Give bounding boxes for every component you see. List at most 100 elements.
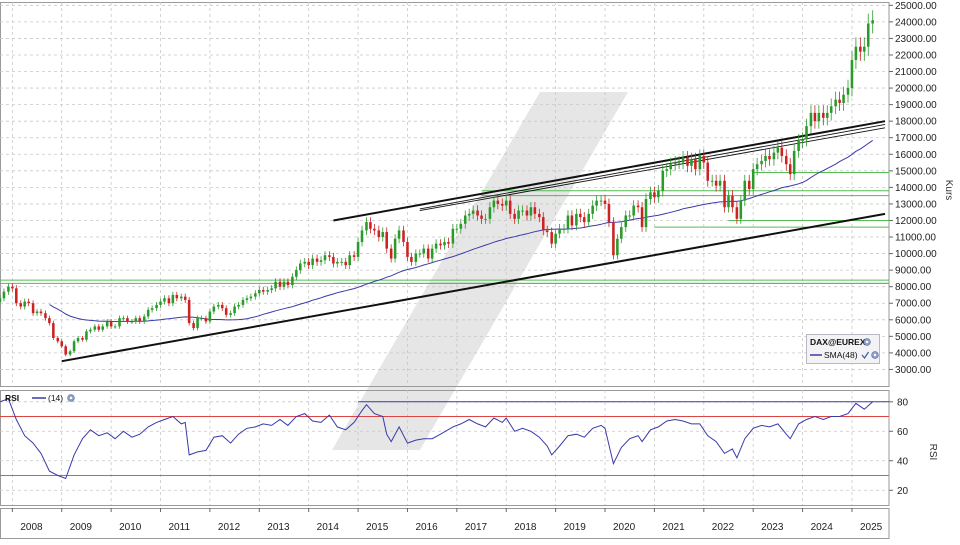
gear-icon[interactable] <box>863 338 871 346</box>
candle-body <box>319 260 323 262</box>
candle-body <box>2 291 6 299</box>
legend-indicator: SMA(48) <box>824 350 858 360</box>
candle-body <box>542 217 545 231</box>
candle-body <box>258 290 261 294</box>
candle-body <box>603 200 607 204</box>
candle-body <box>694 159 697 170</box>
candle-body <box>755 164 759 170</box>
candle-body <box>344 261 347 266</box>
legend: DAX@EUREX SMA(48) <box>806 334 880 364</box>
price-tick-label: 16000.00 <box>895 150 937 161</box>
rsi-line <box>0 398 874 480</box>
candle-body <box>360 230 364 242</box>
candle-body <box>118 318 121 327</box>
candle-body <box>15 288 18 304</box>
candle-body <box>11 286 14 289</box>
x-tick-label: 2013 <box>267 522 290 533</box>
trendline <box>61 212 886 363</box>
legend-symbol: DAX@EUREX <box>810 337 866 347</box>
candle-body <box>476 210 479 216</box>
candle-body <box>686 157 689 166</box>
candle-body <box>484 218 487 220</box>
x-tick-label: 2014 <box>317 522 340 533</box>
candle-body <box>48 318 51 324</box>
candle-body <box>307 261 310 266</box>
candle-body <box>747 180 751 190</box>
candle-body <box>550 232 553 244</box>
candle-body <box>751 169 755 190</box>
candle-body <box>76 338 80 342</box>
candle-body <box>706 162 710 181</box>
price-tick-label: 8000.00 <box>895 282 932 293</box>
candle-body <box>146 309 150 317</box>
gear-icon[interactable] <box>67 394 75 402</box>
candle-body <box>196 318 199 329</box>
candle-body <box>813 112 817 122</box>
candle-body <box>525 210 529 216</box>
price-tick-label: 10000.00 <box>895 249 937 260</box>
candle-body <box>508 200 512 214</box>
candle-body <box>850 59 854 89</box>
x-tick-label: 2017 <box>465 522 488 533</box>
candle-body <box>389 248 393 259</box>
candle-body <box>863 46 866 52</box>
candle-body <box>545 230 549 233</box>
x-tick-label: 2016 <box>415 522 438 533</box>
candle-body <box>595 200 598 206</box>
candle-body <box>85 331 88 340</box>
candle-body <box>97 326 101 330</box>
price-tick-label: 12000.00 <box>895 216 937 227</box>
candle-body <box>817 112 821 122</box>
price-tick-label: 13000.00 <box>895 199 937 210</box>
candle-body <box>229 313 232 315</box>
x-tick-label: 2008 <box>20 522 43 533</box>
candle-body <box>723 180 726 208</box>
checkmark-icon[interactable] <box>861 351 869 360</box>
candle-body <box>282 281 286 287</box>
candle-body <box>599 200 603 202</box>
price-tick-label: 5000.00 <box>895 332 932 343</box>
candle-body <box>130 321 134 323</box>
rsi-panel-frame <box>0 390 890 506</box>
candle-body <box>64 346 67 355</box>
candle-body <box>644 198 648 228</box>
candle-body <box>455 228 459 230</box>
price-tick-label: 17000.00 <box>895 133 937 144</box>
price-tick-label: 3000.00 <box>895 365 932 376</box>
candle-body <box>698 155 702 170</box>
candle-body <box>336 261 339 264</box>
candle-body <box>430 248 434 259</box>
candle-body <box>393 238 397 259</box>
price-panel: 3000.00 4000.00 5000.00 6000.00 7000.00 8000.… <box>0 1 954 387</box>
x-tick-label: 2018 <box>514 522 537 533</box>
candle-body <box>612 222 615 256</box>
candle-body <box>451 228 455 244</box>
candle-body <box>23 301 26 307</box>
candle-body <box>562 228 566 230</box>
candle-body <box>838 99 841 103</box>
candle-body <box>710 180 714 182</box>
sma-line <box>49 139 873 323</box>
candle-body <box>142 316 146 322</box>
candle-body <box>261 290 265 292</box>
rsi-levels <box>0 401 889 477</box>
candle-body <box>801 139 804 142</box>
candle-body <box>616 238 619 256</box>
gear-icon-hole <box>69 396 73 400</box>
candle-body <box>291 276 294 286</box>
candle-body <box>422 248 426 254</box>
candle-body <box>657 190 660 198</box>
candle-body <box>365 222 368 231</box>
candle-body <box>607 203 611 223</box>
candle-body <box>690 159 693 166</box>
checkmark-icon-path <box>861 351 869 360</box>
candle-body <box>426 248 430 259</box>
candle-body <box>842 94 845 103</box>
gear-icon[interactable] <box>871 351 879 359</box>
candle-body <box>768 155 771 160</box>
candle-body <box>171 294 175 304</box>
rsi-tick-label: 20 <box>897 486 909 497</box>
candle-body <box>237 304 240 307</box>
price-tick-label: 21000.00 <box>895 67 937 78</box>
